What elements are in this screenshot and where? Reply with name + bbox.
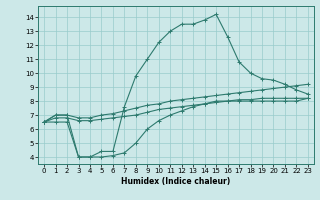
X-axis label: Humidex (Indice chaleur): Humidex (Indice chaleur) [121,177,231,186]
